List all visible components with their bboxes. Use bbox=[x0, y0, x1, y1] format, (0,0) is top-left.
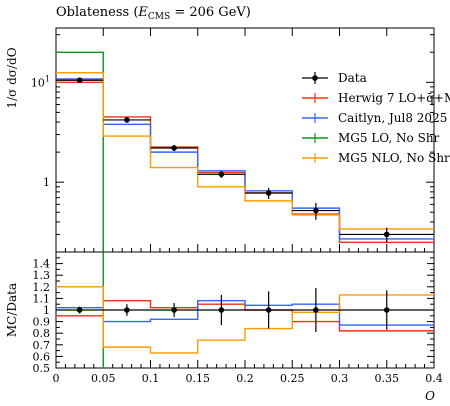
x-tick-label: 0.2 bbox=[236, 372, 254, 385]
data-point bbox=[383, 231, 390, 238]
series-mg5-nlo-no-shr-ratio bbox=[56, 286, 434, 354]
data-point bbox=[218, 171, 225, 178]
x-tick-label: 0 bbox=[53, 372, 60, 385]
data-ratio-point bbox=[124, 307, 130, 313]
ratio-y-tick-label: 1 bbox=[43, 304, 50, 317]
ratio-y-tick-label: 1.2 bbox=[33, 281, 51, 294]
ratio-y-axis-label: MC/Data bbox=[5, 283, 19, 337]
data-ratio-point bbox=[171, 307, 177, 313]
main-panel: 101 1 bbox=[31, 27, 435, 253]
x-tick-label: 0.05 bbox=[91, 372, 116, 385]
data-ratio-point bbox=[218, 307, 225, 313]
data-point bbox=[76, 77, 83, 84]
x-tick-label: 0.25 bbox=[280, 372, 305, 385]
x-tick-label: 0.3 bbox=[331, 372, 349, 385]
x-tick-label: 0.4 bbox=[425, 372, 443, 385]
ratio-y-tick-label: 0.5 bbox=[33, 362, 51, 375]
ratio-y-tick-label: 0.8 bbox=[33, 327, 51, 340]
ratio-panel: 0.50.60.70.80.911.11.21.31.4 0 0.05 0.1 0.15… bbox=[33, 251, 443, 385]
data-ratio-point bbox=[76, 307, 83, 313]
ratio-y-tick-label: 0.7 bbox=[33, 339, 51, 352]
ratio-y-tick-label: 0.9 bbox=[33, 316, 51, 329]
data-point bbox=[313, 207, 319, 214]
series-mg5-lo-no-shr-histogram bbox=[56, 51, 104, 252]
legend: Data Herwig 7 LO+q̄+M Caitlyn, Jul8 2025 MG… bbox=[302, 71, 450, 165]
data-ratio-point bbox=[383, 307, 390, 313]
series-caitlyn-jul8-2025-ratio bbox=[56, 300, 434, 326]
x-axis-label: O bbox=[425, 389, 435, 403]
x-tick-label: 0.15 bbox=[186, 372, 211, 385]
legend-mg5-nlo-no-shr-label: MG5 NLO, No Shr bbox=[338, 151, 450, 165]
legend-data-label: Data bbox=[338, 71, 367, 85]
main-y-tick-label: 101 bbox=[31, 74, 50, 89]
legend-herwig-7-lo-q-m-label: Herwig 7 LO+q̄+M bbox=[338, 91, 450, 105]
main-y-axis-label: 1/σ dσ/dO bbox=[5, 47, 19, 108]
legend-caitlyn-jul8-2025-label: Caitlyn, Jul8 2025 bbox=[338, 111, 447, 125]
ratio-y-tick-label: 0.6 bbox=[33, 350, 51, 363]
data-point bbox=[171, 145, 177, 151]
legend-mg5-lo-no-shr-label: MG5 LO, No Shr bbox=[338, 131, 440, 145]
legend-data-marker bbox=[312, 75, 318, 81]
chart-title: Oblateness (ECMS = 206 GeV) bbox=[56, 5, 251, 22]
data-ratio-point bbox=[265, 307, 272, 313]
data-point bbox=[124, 117, 130, 123]
data-point bbox=[265, 190, 272, 196]
ratio-y-tick-label: 1.3 bbox=[33, 269, 51, 282]
x-tick-label: 0.1 bbox=[142, 372, 160, 385]
data-ratio-point bbox=[313, 307, 319, 313]
series-mg5-nlo-no-shr-histogram bbox=[56, 71, 434, 230]
main-y-tick-label: 1 bbox=[43, 176, 50, 189]
ratio-y-tick-label: 1.1 bbox=[33, 292, 51, 305]
x-tick-label: 0.35 bbox=[375, 372, 400, 385]
ratio-y-tick-label: 1.4 bbox=[33, 258, 51, 271]
